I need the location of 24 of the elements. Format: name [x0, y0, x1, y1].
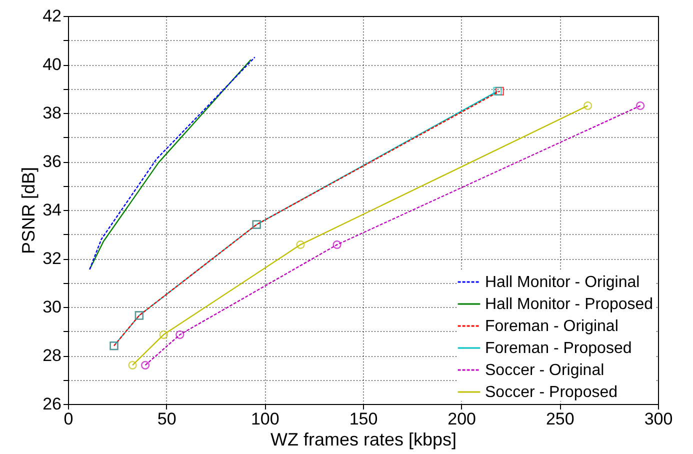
- legend-label: Hall Monitor - Proposed: [485, 296, 654, 313]
- y-tick-label: 32: [42, 249, 62, 268]
- x-axis-title: WZ frames rates [kbps]: [270, 430, 457, 450]
- y-tick-label: 28: [42, 346, 62, 365]
- y-tick-label: 34: [42, 200, 62, 220]
- x-tick-label: 300: [644, 410, 673, 428]
- x-tick-label: 0: [64, 410, 74, 428]
- legend-label: Soccer - Proposed: [485, 384, 618, 401]
- x-tick-label: 200: [448, 410, 476, 428]
- legend-label: Foreman - Original: [485, 318, 618, 335]
- legend-label: Soccer - Original: [485, 362, 604, 379]
- y-tick-label: 36: [42, 152, 62, 171]
- y-tick-label: 26: [42, 394, 62, 414]
- x-tick-label: 50: [157, 410, 176, 428]
- x-tick-label: 150: [349, 410, 378, 428]
- y-tick-label: 30: [42, 298, 62, 316]
- y-tick-label: 42: [42, 6, 62, 26]
- y-axis-title: PSNR [dB]: [18, 166, 39, 254]
- y-tick-label: 40: [42, 55, 62, 74]
- legend-label: Foreman - Proposed: [485, 340, 632, 357]
- x-tick-label: 250: [546, 410, 574, 428]
- y-tick-label: 38: [42, 104, 62, 122]
- x-tick-label: 100: [250, 410, 280, 428]
- legend-label: Hall Monitor - Original: [485, 274, 640, 291]
